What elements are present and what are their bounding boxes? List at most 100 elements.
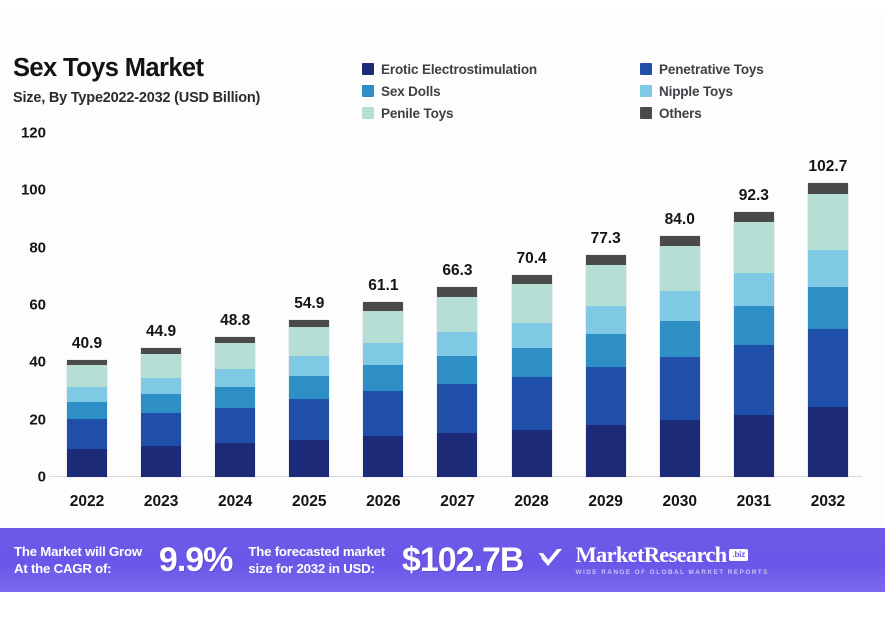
- bar-segment[interactable]: [733, 222, 774, 273]
- bar-segment[interactable]: [437, 332, 478, 357]
- bar-segment[interactable]: [437, 432, 478, 477]
- legend-item[interactable]: Nipple Toys: [640, 84, 832, 99]
- bar-segment[interactable]: [807, 182, 848, 195]
- bar-segment[interactable]: [437, 287, 478, 297]
- bar-column[interactable]: 92.3 2031: [728, 133, 780, 510]
- bar-segment[interactable]: [67, 359, 107, 366]
- bar-segment[interactable]: [511, 284, 552, 323]
- bar-segment[interactable]: [363, 301, 404, 311]
- bar-segment[interactable]: [585, 306, 626, 335]
- bar-segment[interactable]: [659, 356, 700, 420]
- bar-segment[interactable]: [141, 394, 182, 414]
- stacked-bar[interactable]: [215, 337, 256, 477]
- bar-segment[interactable]: [289, 327, 330, 357]
- stacked-bar[interactable]: [363, 301, 404, 477]
- bar-segment[interactable]: [363, 436, 404, 477]
- legend-swatch-icon: [362, 107, 374, 119]
- bar-segment[interactable]: [511, 275, 552, 285]
- bar-segment[interactable]: [733, 212, 774, 223]
- bar-column[interactable]: 102.7 2032: [802, 133, 854, 510]
- bar-segment[interactable]: [289, 440, 330, 477]
- bar-segment[interactable]: [67, 418, 107, 449]
- stacked-bar[interactable]: [807, 182, 848, 477]
- bar-segment[interactable]: [807, 406, 848, 477]
- stacked-bar[interactable]: [659, 236, 700, 477]
- legend-item[interactable]: Erotic Electrostimulation: [362, 62, 640, 77]
- stacked-bar[interactable]: [585, 255, 626, 477]
- bar-column[interactable]: 48.8 2024: [209, 133, 261, 510]
- y-axis-tick-label: 40: [29, 353, 46, 371]
- legend-item[interactable]: Sex Dolls: [362, 84, 640, 99]
- legend-item[interactable]: Penile Toys: [362, 106, 640, 121]
- bar-segment[interactable]: [511, 347, 552, 377]
- bar-segment[interactable]: [215, 369, 256, 388]
- bar-segment[interactable]: [67, 401, 107, 419]
- bar-segment[interactable]: [659, 236, 700, 246]
- bar-segment[interactable]: [659, 419, 700, 477]
- stacked-bar[interactable]: [733, 212, 774, 477]
- legend-item[interactable]: Others: [640, 106, 832, 121]
- bar-column[interactable]: 66.3 2027: [431, 133, 483, 510]
- bar-segment[interactable]: [141, 378, 182, 395]
- bar-segment[interactable]: [215, 407, 256, 444]
- bar-column[interactable]: 84.0 2030: [654, 133, 706, 510]
- chart-canvas: Sex Toys Market Size, By Type2022-2032 (…: [0, 14, 885, 592]
- stacked-bar[interactable]: [511, 275, 552, 477]
- bar-segment[interactable]: [363, 343, 404, 366]
- bar-segment[interactable]: [585, 334, 626, 367]
- bar-segment[interactable]: [215, 443, 256, 477]
- bar-column[interactable]: 54.9 2025: [283, 133, 335, 510]
- bar-segment[interactable]: [585, 366, 626, 425]
- bar-segment[interactable]: [733, 344, 774, 416]
- bar-column[interactable]: 77.3 2029: [580, 133, 632, 510]
- bar-segment[interactable]: [585, 424, 626, 477]
- bar-total-label: 48.8: [220, 312, 251, 330]
- bar-segment[interactable]: [585, 255, 626, 265]
- bar-segment[interactable]: [659, 321, 700, 357]
- bar-segment[interactable]: [437, 383, 478, 433]
- bar-segment[interactable]: [141, 348, 182, 355]
- bar-segment[interactable]: [659, 245, 700, 292]
- bar-column[interactable]: 40.9 2022: [61, 133, 113, 510]
- bar-segment[interactable]: [289, 376, 330, 400]
- bar-segment[interactable]: [215, 343, 256, 370]
- bar-segment[interactable]: [363, 365, 404, 391]
- stacked-bar[interactable]: [437, 287, 478, 477]
- bar-segment[interactable]: [585, 264, 626, 307]
- bar-column[interactable]: 44.9 2023: [135, 133, 187, 510]
- bar-segment[interactable]: [141, 354, 182, 379]
- bar-segment[interactable]: [363, 390, 404, 437]
- bar-segment[interactable]: [437, 296, 478, 333]
- bar-segment[interactable]: [807, 329, 848, 407]
- bar-segment[interactable]: [215, 337, 256, 344]
- bar-segment[interactable]: [67, 386, 107, 402]
- bar-segment[interactable]: [733, 415, 774, 477]
- bar-segment[interactable]: [67, 448, 107, 477]
- bar-segment[interactable]: [511, 322, 552, 348]
- stacked-bar[interactable]: [289, 319, 330, 477]
- bar-column[interactable]: 61.1 2026: [357, 133, 409, 510]
- bar-segment[interactable]: [807, 194, 848, 250]
- bar-segment[interactable]: [807, 286, 848, 330]
- bar-segment[interactable]: [807, 250, 848, 287]
- bar-segment[interactable]: [733, 272, 774, 306]
- bar-segment[interactable]: [141, 413, 182, 447]
- bar-segment[interactable]: [67, 365, 107, 387]
- bar-column[interactable]: 70.4 2028: [506, 133, 558, 510]
- bar-segment[interactable]: [289, 399, 330, 441]
- bar-segment[interactable]: [289, 319, 330, 328]
- legend-item[interactable]: Penetrative Toys: [640, 62, 832, 77]
- brand-logo[interactable]: MarketResearch .biz WIDE RANGE OF GLOBAL…: [537, 543, 768, 577]
- bar-segment[interactable]: [215, 387, 256, 408]
- bar-segment[interactable]: [659, 291, 700, 322]
- bar-segment[interactable]: [733, 305, 774, 345]
- bar-segment[interactable]: [363, 310, 404, 344]
- forecast-caption-line1: The forecasted market: [248, 544, 385, 559]
- stacked-bar[interactable]: [141, 348, 182, 477]
- bar-segment[interactable]: [511, 376, 552, 430]
- bar-segment[interactable]: [511, 430, 552, 477]
- bar-segment[interactable]: [289, 356, 330, 377]
- stacked-bar[interactable]: [67, 359, 107, 477]
- bar-segment[interactable]: [437, 356, 478, 384]
- bar-segment[interactable]: [141, 446, 182, 477]
